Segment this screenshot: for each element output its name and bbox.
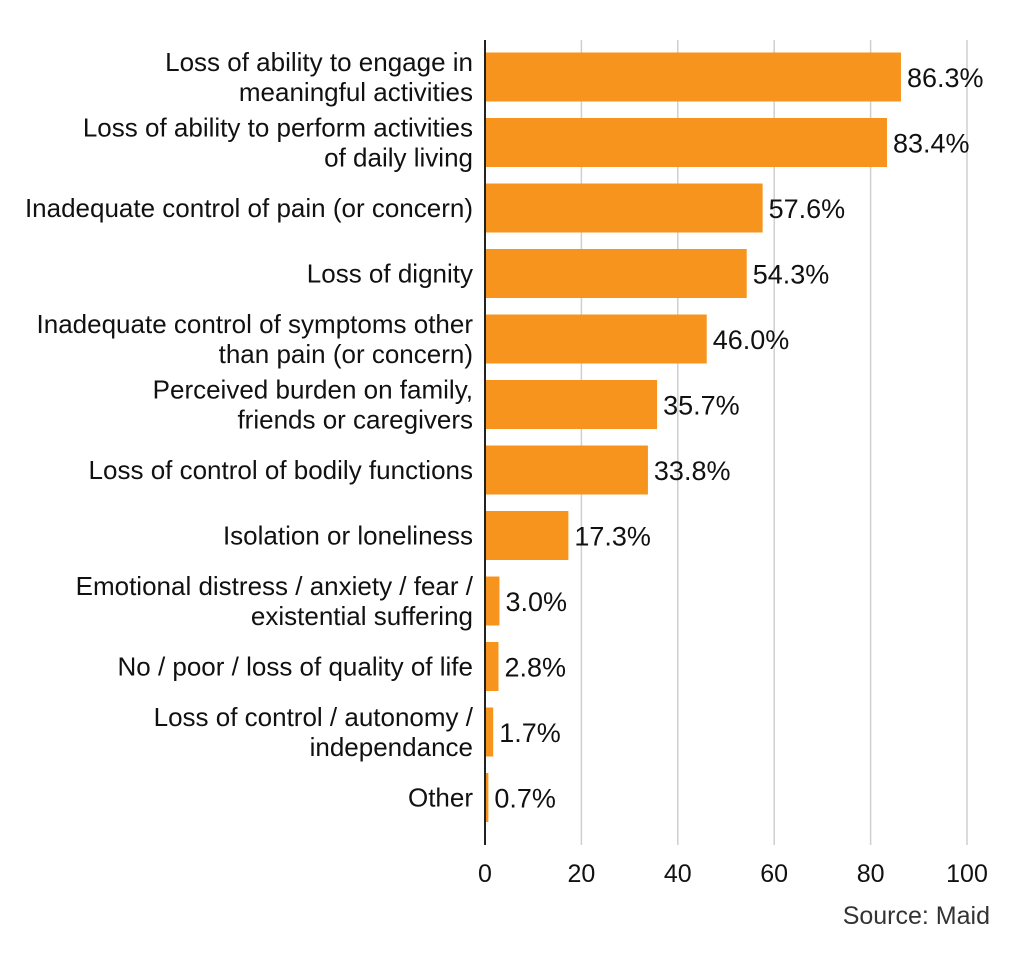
category-label: Loss of control of bodily functions	[89, 455, 473, 485]
x-tick-label: 40	[664, 860, 692, 888]
bar	[485, 511, 569, 560]
bar	[485, 249, 747, 298]
data-label: 35.7%	[663, 391, 740, 421]
category-label: Other	[408, 783, 473, 813]
category-label: Loss of ability to perform activities of …	[83, 113, 473, 173]
bar	[485, 707, 494, 757]
data-label: 33.8%	[654, 456, 731, 486]
bar	[485, 445, 648, 495]
category-label: Perceived burden on family, friends or ca…	[153, 375, 473, 435]
data-label: 0.7%	[494, 784, 556, 814]
bar	[485, 380, 658, 429]
x-tick-label: 20	[567, 860, 595, 888]
category-label: Loss of dignity	[307, 259, 473, 289]
bar	[485, 773, 489, 822]
category-label: Isolation or loneliness	[223, 521, 473, 551]
bars	[485, 52, 901, 822]
category-labels: Loss of ability to engage in meaningful a…	[25, 47, 474, 813]
gridlines	[580, 40, 968, 845]
data-label: 17.3%	[574, 522, 651, 552]
bar	[485, 118, 887, 167]
bar	[485, 183, 763, 233]
data-label: 57.6%	[769, 194, 846, 224]
data-label: 54.3%	[753, 260, 830, 290]
bar	[485, 314, 707, 364]
source-note: Source: Maid	[842, 902, 990, 930]
category-label: Inadequate control of pain (or concern)	[25, 193, 473, 223]
data-label: 46.0%	[713, 325, 790, 355]
value-labels: 86.3% 83.4% 57.6% 54.3% 46.0% 35.7% 33.8% 17.3%…	[494, 63, 983, 814]
data-label: 3.0%	[505, 587, 567, 617]
bar	[485, 52, 901, 102]
x-tick-label: 80	[857, 860, 885, 888]
bar	[485, 576, 500, 626]
x-tick-label: 0	[478, 860, 492, 888]
data-label: 2.8%	[504, 653, 566, 683]
bar	[485, 642, 499, 691]
data-label: 1.7%	[499, 718, 561, 748]
category-label: Inadequate control of symptoms other than…	[37, 309, 474, 369]
data-label: 83.4%	[893, 129, 970, 159]
category-label: Loss of ability to engage in meaningful a…	[165, 47, 473, 107]
data-label: 86.3%	[907, 63, 984, 93]
category-label: Emotional distress / anxiety / fear / exi…	[76, 571, 474, 631]
category-label: No / poor / loss of quality of life	[117, 652, 473, 682]
category-label: Loss of control / autonomy / independance	[154, 702, 474, 762]
x-tick-label: 100	[946, 860, 988, 888]
x-axis-ticks: 0 20 40 60 80 100	[478, 860, 988, 888]
x-tick-label: 60	[760, 860, 788, 888]
